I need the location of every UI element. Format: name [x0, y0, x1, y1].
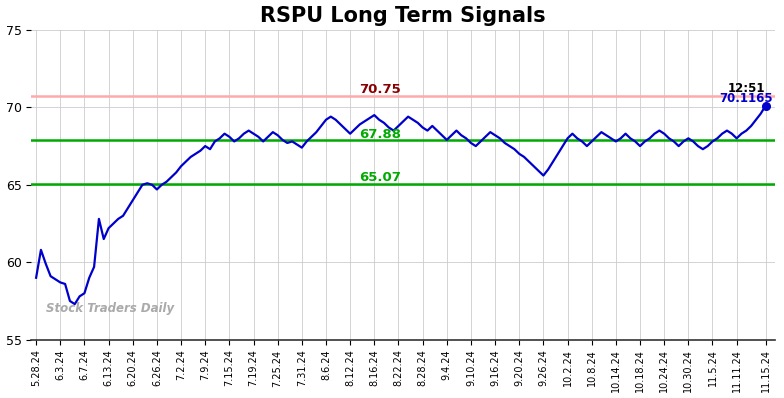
Text: 70.75: 70.75 — [359, 83, 401, 96]
Text: 67.88: 67.88 — [359, 128, 401, 141]
Text: 70.1165: 70.1165 — [720, 92, 773, 105]
Text: Stock Traders Daily: Stock Traders Daily — [46, 302, 174, 315]
Text: 65.07: 65.07 — [359, 172, 401, 184]
Title: RSPU Long Term Signals: RSPU Long Term Signals — [260, 6, 546, 25]
Text: 12:51: 12:51 — [728, 82, 765, 95]
